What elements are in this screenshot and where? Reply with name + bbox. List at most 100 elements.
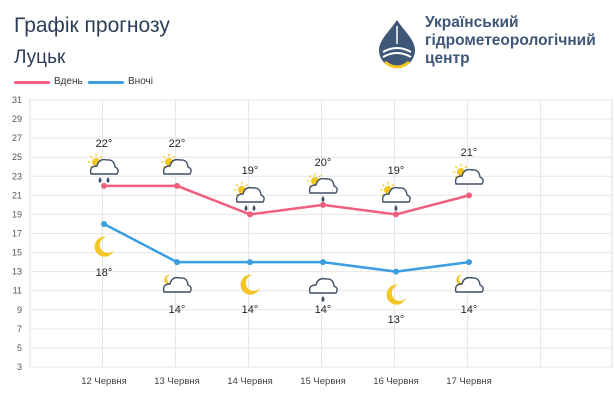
cloud-shape [162,158,192,175]
cloud-drop-icon [308,277,338,302]
y-tick-label: 25 [12,152,22,162]
cloud-shape [89,158,119,175]
moon-shape [164,274,174,285]
moon-shape [456,274,466,285]
moon-icon [94,236,114,257]
data-point-day [101,182,107,189]
moon-shape [94,236,114,257]
legend-swatch-night [88,81,124,84]
sun-ray [235,193,239,197]
x-tick-label: 14 Червня [227,376,273,387]
data-point-day [247,211,253,218]
org-name-line3: центр [425,50,470,67]
moon-cloud-icon [454,274,484,293]
moon-icon [386,284,406,305]
data-label-day: 20° [315,157,332,169]
x-tick-label: 13 Червня [154,376,200,387]
y-tick-label: 31 [12,95,22,105]
x-tick-label: 16 Червня [373,376,419,387]
sun-ray [308,174,312,178]
cloud-shape [381,186,411,203]
y-tick-label: 29 [12,114,22,124]
sun-ray [245,183,249,187]
data-label-night: 14° [169,304,186,316]
y-tick-label: 5 [17,343,22,353]
data-point-night [393,268,399,275]
series-line-night [103,222,470,273]
y-tick-label: 21 [12,190,22,200]
sun-ray [454,175,458,179]
data-point-night [320,259,326,266]
y-tick-label: 9 [17,305,22,315]
moon-icon [240,274,260,295]
org-name-line1: Український [425,14,519,31]
org-name-line2: гідрометеорологічний [425,32,596,49]
sun-ray [99,155,103,159]
moon-shape [240,274,260,295]
y-tick-label: 27 [12,133,22,143]
rain-drop [98,177,102,183]
sun-cloud-icon [453,164,484,185]
data-label-day: 22° [96,138,113,150]
rain-drop [252,205,256,211]
ukrhydromet-logo-icon [379,20,415,69]
data-label-day: 19° [242,165,259,177]
data-point-day [393,211,399,218]
legend-label-night: Вночі [128,76,153,87]
x-tick-label: 12 Червня [81,376,127,387]
y-tick-label: 19 [12,209,22,219]
rain-drop [106,177,110,183]
page-title: Графік прогнозу [14,14,170,37]
x-tick-label: 17 Червня [446,376,492,387]
rain-drop [394,205,398,211]
data-point-day [466,192,472,199]
data-label-night: 14° [461,304,478,316]
moon-cloud-icon [162,274,192,293]
rain-drop [244,205,248,211]
y-tick-label: 3 [17,362,22,372]
sun-ray [464,165,468,169]
data-point-night [174,259,180,266]
sun-ray [89,165,93,169]
data-label-day: 21° [461,147,478,159]
cloud-shape [454,276,484,293]
cloud-shape [454,168,484,185]
rain-drop [321,196,325,202]
cloud-shape [308,177,338,194]
data-label-night: 18° [96,267,113,279]
sun-cloud-rain-icon [88,154,119,183]
sun-ray [308,184,312,188]
cloud-shape [308,277,338,294]
sun-cloud-icon [161,154,192,175]
sun-ray [381,183,385,187]
data-label-night: 13° [388,314,405,326]
data-label-night: 14° [315,304,332,316]
sun-ray [162,165,166,169]
city-name: Луцьк [14,47,66,68]
sun-ray [172,155,176,159]
y-tick-label: 13 [12,267,22,277]
sun-ray [391,183,395,187]
x-tick-label: 15 Червня [300,376,346,387]
data-point-day [174,182,180,189]
y-tick-label: 15 [12,248,22,258]
sun-ray [318,174,322,178]
sun-ray [454,165,458,169]
moon-shape [386,284,406,305]
sun-cloud-drop-icon [380,182,411,211]
data-point-night [466,259,472,266]
cloud-shape [162,276,192,293]
data-label-day: 22° [169,138,186,150]
sun-cloud-drop-icon [307,173,338,202]
data-label-night: 14° [242,304,259,316]
y-tick-label: 11 [13,286,22,296]
data-label-day: 19° [388,165,405,177]
sun-cloud-rain-icon [234,182,265,211]
sun-ray [235,183,239,187]
y-tick-label: 7 [17,324,22,334]
org-name: Український гідрометеорологічний центр [425,14,615,68]
sun-ray [162,155,166,159]
y-tick-label: 17 [12,229,22,239]
sun-ray [381,193,385,197]
